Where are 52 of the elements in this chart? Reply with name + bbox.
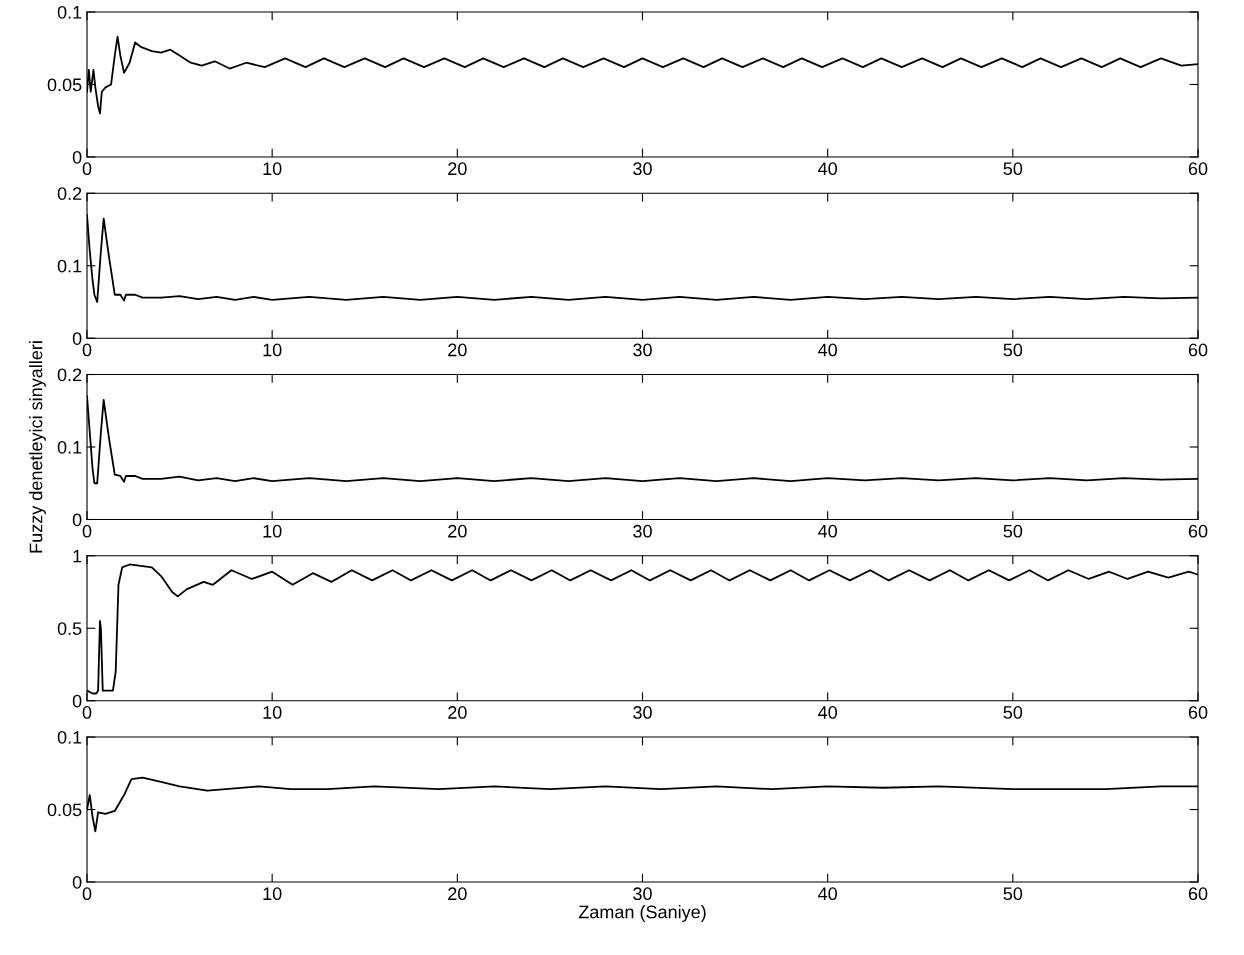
x-tick-label: 20 — [448, 524, 467, 538]
x-tick-label: 0 — [82, 524, 92, 538]
x-tick-label: 30 — [633, 343, 652, 357]
y-tick-label: 0.2 — [57, 187, 82, 200]
x-tick-label: 20 — [448, 162, 467, 176]
x-tick-label: 30 — [633, 887, 652, 901]
x-tick-label: 60 — [1188, 887, 1208, 901]
x-tick-label: 60 — [1188, 343, 1208, 357]
x-tick-label: 10 — [263, 887, 282, 901]
x-tick-label: 0 — [82, 887, 92, 901]
x-tick-label: 30 — [633, 162, 652, 176]
x-tick-label: 60 — [1188, 162, 1208, 176]
y-tick-label: 0 — [72, 513, 82, 527]
x-tick-label: 50 — [1003, 887, 1023, 901]
y-tick-label: 0.05 — [47, 803, 82, 817]
x-tick-label: 10 — [263, 162, 282, 176]
x-tick-label: 20 — [448, 706, 467, 719]
y-tick-label: 0 — [72, 875, 82, 889]
y-tick-label: 0 — [72, 332, 82, 345]
x-tick-label: 10 — [263, 524, 282, 538]
x-tick-label: 60 — [1188, 524, 1208, 538]
x-tick-label: 50 — [1003, 524, 1023, 538]
y-tick-label: 0.5 — [57, 622, 82, 635]
y-tick-label: 0 — [72, 150, 82, 164]
y-tick-label: 0 — [72, 694, 82, 708]
x-tick-label: 60 — [1188, 706, 1208, 719]
x-tick-label: 20 — [448, 343, 467, 357]
y-tick-label: 0.1 — [57, 440, 82, 454]
x-tick-label: 0 — [82, 162, 92, 176]
x-tick-label: 40 — [818, 706, 837, 719]
x-tick-label: 10 — [263, 343, 282, 357]
y-tick-label: 0.1 — [57, 5, 82, 19]
x-tick-label: 0 — [82, 706, 92, 719]
x-tick-label: 0 — [82, 343, 92, 357]
x-tick-label: 40 — [818, 162, 837, 176]
x-tick-label: 30 — [633, 524, 652, 538]
x-tick-label: 10 — [263, 706, 282, 719]
y-tick-label: 0.2 — [57, 368, 82, 382]
y-axis-title: Fuzzy denetleyici sinyalleri — [29, 341, 46, 553]
y-tick-label: 0.1 — [57, 259, 82, 273]
x-tick-label: 40 — [818, 887, 837, 901]
x-tick-label: 40 — [818, 524, 837, 538]
x-tick-label: 50 — [1003, 706, 1023, 719]
x-tick-label: 40 — [818, 343, 837, 357]
x-tick-label: 50 — [1003, 343, 1023, 357]
x-axis-title: Zaman (Saniye) — [578, 905, 706, 922]
x-tick-label: 20 — [448, 887, 467, 901]
x-tick-label: 30 — [633, 706, 652, 719]
y-tick-label: 0.1 — [57, 730, 82, 744]
x-tick-label: 50 — [1003, 162, 1023, 176]
y-tick-label: 0.05 — [47, 78, 82, 92]
y-tick-label: 1 — [73, 549, 82, 563]
